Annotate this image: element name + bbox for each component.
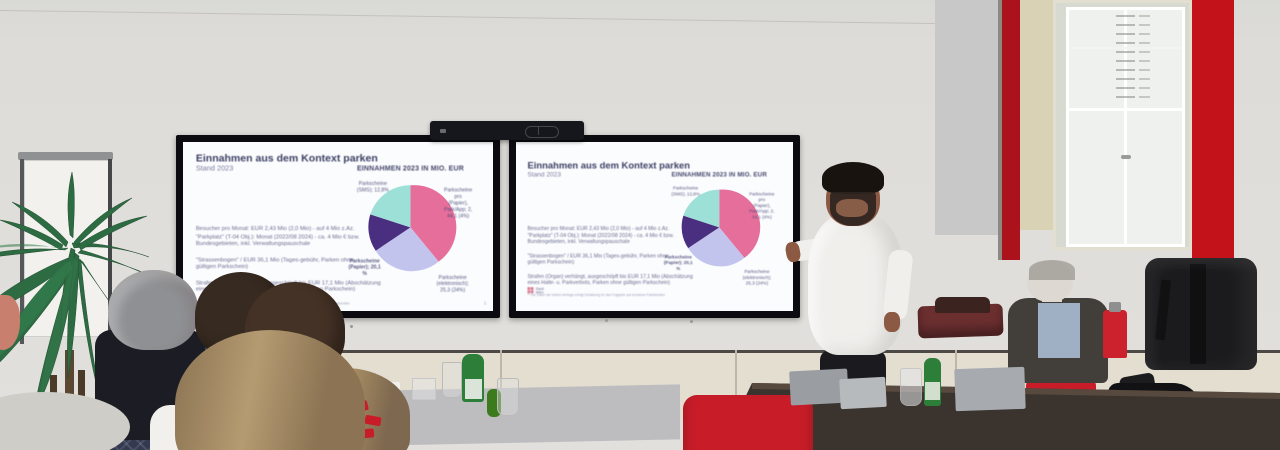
svg-text:Besucher pro Monat: EUR 2,43 M: Besucher pro Monat: EUR 2,43 Mio (2,0 Mi…: [196, 226, 355, 232]
svg-text:Besucher pro Monat: EUR 2,43 M: Besucher pro Monat: EUR 2,43 Mio (2,0 Mi…: [527, 226, 669, 232]
svg-text:(Papier); 20,1: (Papier); 20,1: [664, 260, 693, 265]
svg-text:(Papier),: (Papier),: [753, 203, 771, 208]
svg-text:Stand 2023: Stand 2023: [196, 164, 234, 173]
svg-text:25,3 (24%): 25,3 (24%): [746, 281, 769, 286]
svg-text:Park/App; 2,: Park/App; 2,: [749, 209, 774, 214]
svg-text:pro: pro: [759, 197, 766, 202]
svg-text:%: %: [362, 271, 367, 277]
svg-text:44,1 (4%): 44,1 (4%): [752, 214, 772, 219]
svg-text:gültigen Parkschein): gültigen Parkschein): [196, 264, 248, 270]
svg-text:(Papier),: (Papier),: [448, 200, 468, 206]
svg-text:Park/App; 2,: Park/App; 2,: [444, 207, 472, 213]
svg-text:** Die Daten der letzten Anfra: ** Die Daten der letzten Anfrage erfolgt…: [527, 293, 665, 297]
svg-text:1: 1: [484, 300, 487, 305]
svg-text:Stand 2023: Stand 2023: [527, 172, 561, 179]
svg-text:Einnahmen aus dem Kontext park: Einnahmen aus dem Kontext parken: [196, 152, 378, 164]
svg-text:EINNAHMEN 2023 IN MIO. EUR: EINNAHMEN 2023 IN MIO. EUR: [671, 172, 767, 179]
svg-text:Parkscheine: Parkscheine: [439, 275, 467, 281]
svg-text:"Parkplatz" (T-04 Obj.): Monat: "Parkplatz" (T-04 Obj.): Monat (2022/08 …: [196, 234, 360, 240]
svg-text:Parkscheine: Parkscheine: [673, 186, 699, 191]
svg-text:"Strassenbogen" / EUR 36,1 Mio: "Strassenbogen" / EUR 36,1 Mio (Tages-ge…: [196, 257, 354, 263]
svg-text:Einnahmen aus dem Kontext park: Einnahmen aus dem Kontext parken: [527, 159, 690, 170]
svg-text:(SMS); 12,8%: (SMS); 12,8%: [671, 191, 700, 196]
svg-text:eines Halte- u. Parkverbots, P: eines Halte- u. Parkverbots, Parken ohne…: [527, 280, 670, 286]
svg-text:Wien: Wien: [536, 291, 544, 295]
svg-text:(Papier); 20,1: (Papier); 20,1: [349, 265, 381, 271]
svg-text:(SMS); 12,8%: (SMS); 12,8%: [357, 188, 389, 194]
svg-text:Parkscheine: Parkscheine: [665, 254, 692, 259]
svg-text:44,1 (4%): 44,1 (4%): [447, 213, 470, 219]
svg-text:Bundesgebieten, inkl. Verwaltu: Bundesgebieten, inkl. Verwaltungspauscha…: [196, 241, 310, 247]
svg-text:(elektronisch);: (elektronisch);: [437, 281, 469, 287]
svg-text:EINNAHMEN 2023 IN MIO. EUR: EINNAHMEN 2023 IN MIO. EUR: [357, 166, 464, 173]
svg-text:pro: pro: [454, 194, 462, 200]
svg-text:%: %: [676, 266, 680, 271]
svg-text:gültigen Parkschein): gültigen Parkschein): [527, 259, 574, 265]
svg-text:Parkscheine: Parkscheine: [744, 269, 770, 274]
svg-text:25,3 (24%): 25,3 (24%): [440, 288, 465, 294]
svg-text:Parkscheine: Parkscheine: [349, 258, 379, 264]
svg-text:Parkscheine: Parkscheine: [749, 191, 775, 196]
svg-text:Parkscheine: Parkscheine: [359, 181, 387, 187]
svg-text:Parkscheine: Parkscheine: [444, 188, 472, 194]
svg-text:(elektronisch);: (elektronisch);: [743, 275, 772, 280]
svg-text:Bundesgebieten, inkl. Verwaltu: Bundesgebieten, inkl. Verwaltungspauscha…: [527, 239, 629, 245]
